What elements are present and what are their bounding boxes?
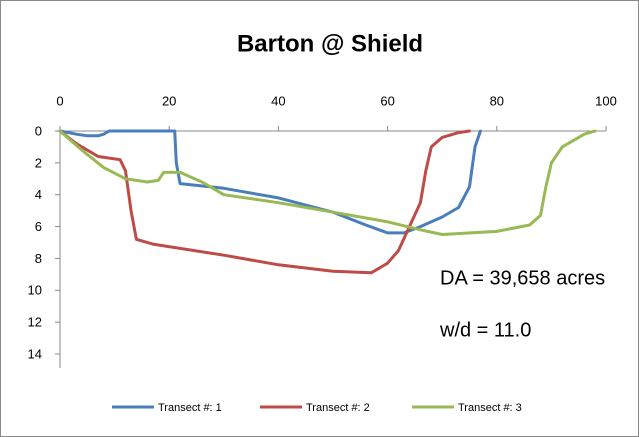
x-tick-label: 40 bbox=[271, 93, 285, 108]
x-tick-label: 20 bbox=[162, 93, 176, 108]
legend-label: Transect #: 2 bbox=[306, 402, 370, 414]
x-tick-label: 100 bbox=[595, 93, 617, 108]
x-tick-label: 60 bbox=[380, 93, 394, 108]
y-tick-label: 8 bbox=[35, 251, 42, 266]
y-tick-label: 12 bbox=[28, 315, 42, 330]
chart-title: Barton @ Shield bbox=[237, 30, 423, 57]
series-line bbox=[58, 129, 471, 275]
annotation: DA = 39,658 acres bbox=[440, 267, 605, 289]
y-tick-label: 6 bbox=[35, 219, 42, 234]
y-tick-label: 2 bbox=[35, 155, 42, 170]
x-tick-label: 0 bbox=[56, 93, 63, 108]
annotation: w/d = 11.0 bbox=[439, 319, 531, 341]
y-tick-label: 4 bbox=[35, 187, 42, 202]
legend-label: Transect #: 1 bbox=[158, 402, 222, 414]
x-tick-label: 80 bbox=[490, 93, 504, 108]
y-tick-label: 10 bbox=[28, 283, 42, 298]
legend-label: Transect #: 3 bbox=[458, 402, 522, 414]
series-line bbox=[58, 129, 482, 235]
y-tick-label: 0 bbox=[35, 123, 42, 138]
y-tick-label: 14 bbox=[28, 346, 42, 361]
series-line bbox=[58, 129, 597, 236]
